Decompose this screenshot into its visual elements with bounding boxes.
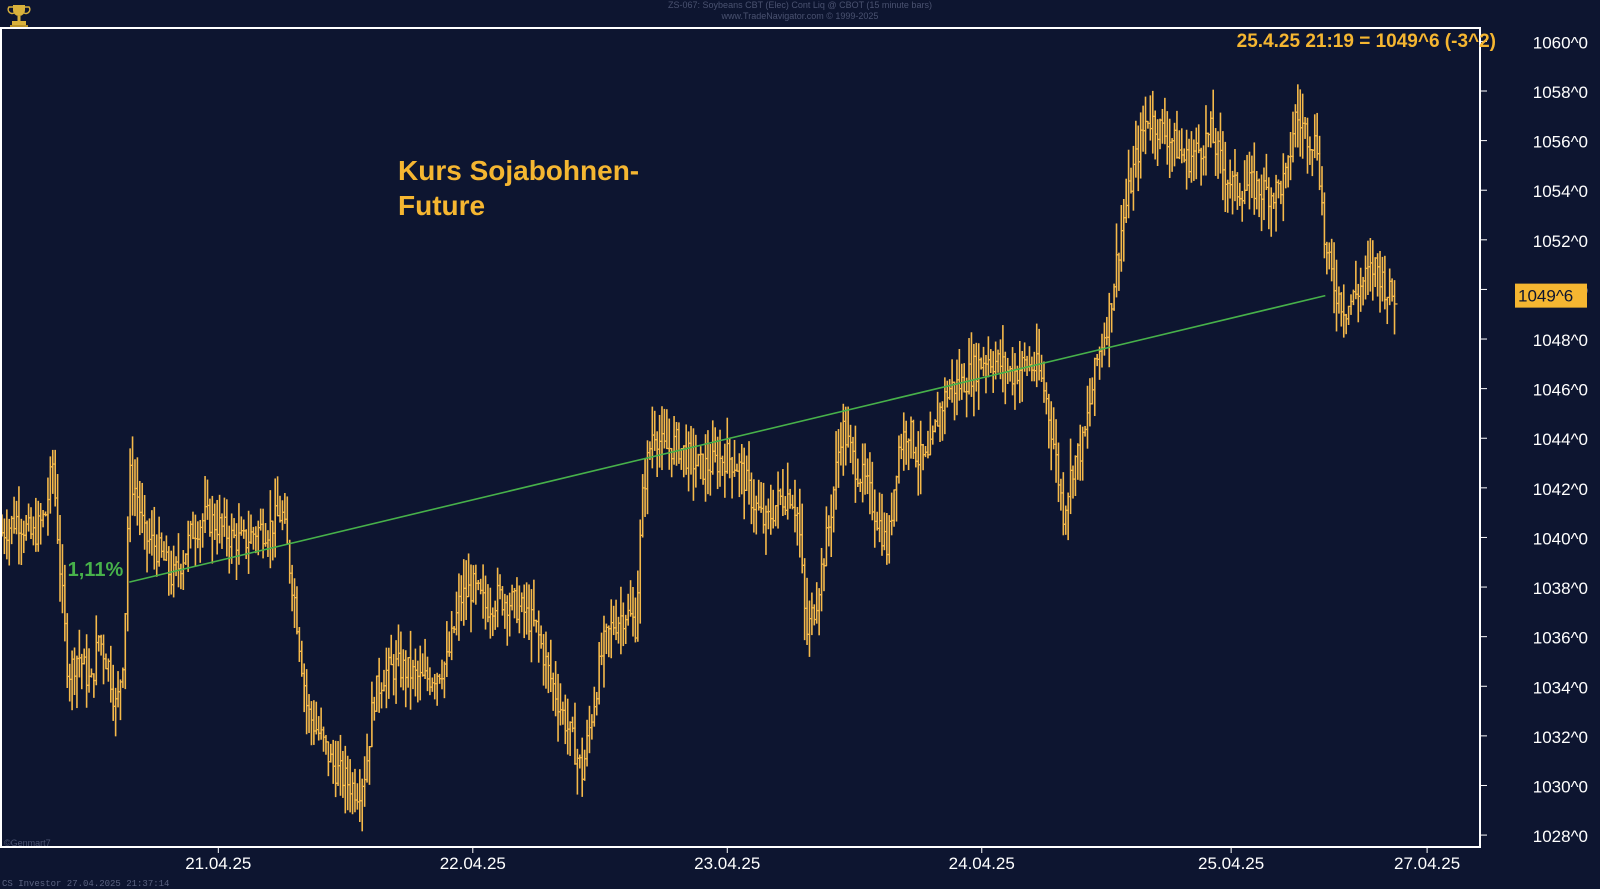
chart-title-line-1: Kurs Sojabohnen- [398, 155, 639, 186]
y-tick-label: 1056^0 [1533, 133, 1588, 152]
y-tick-label: 1058^0 [1533, 83, 1588, 102]
plot-frame [0, 27, 1481, 848]
ohlc-bar [1391, 280, 1398, 335]
y-tick-label: 1036^0 [1533, 629, 1588, 648]
y-tick-label: 1060^0 [1533, 33, 1588, 52]
x-tick-label: 27.04.25 [1394, 854, 1460, 873]
y-tick-label: 1048^0 [1533, 331, 1588, 350]
trophy-logo-icon [7, 5, 31, 28]
y-tick-label: 1038^0 [1533, 579, 1588, 598]
y-tick-label: 1028^0 [1533, 827, 1588, 846]
x-tick-label: 21.04.25 [185, 854, 251, 873]
x-tick-label: 25.04.25 [1198, 854, 1264, 873]
x-tick-label: 24.04.25 [949, 854, 1015, 873]
last-price-label: 1049^6 [1518, 287, 1573, 306]
y-tick-label: 1046^0 [1533, 381, 1588, 400]
y-tick-label: 1030^0 [1533, 777, 1588, 796]
chart-title-line-2: Future [398, 190, 485, 221]
instrument-title: ZS-067: Soybeans CBT (Elec) Cont Liq @ C… [668, 0, 932, 10]
x-tick-label: 22.04.25 [440, 854, 506, 873]
y-tick-label: 1034^0 [1533, 678, 1588, 697]
source-credit: www.TradeNavigator.com © 1999-2025 [721, 11, 879, 21]
price-readout: 25.4.25 21:19 = 1049^6 (-3^2) [1237, 31, 1496, 52]
chart-header: ZS-067: Soybeans CBT (Elec) Cont Liq @ C… [0, 0, 1600, 30]
footer-timestamp: CS Investor 27.04.2025 21:37:14 [2, 879, 170, 889]
y-tick-label: 1052^0 [1533, 232, 1588, 251]
trend-percent-label: 1,11% [68, 559, 124, 581]
last-price-marker [1515, 283, 1587, 308]
trend-line [129, 294, 1326, 583]
y-tick-label: 1044^0 [1533, 430, 1588, 449]
y-tick-label: 1054^0 [1533, 182, 1588, 201]
y-tick-label: 1040^0 [1533, 529, 1588, 548]
x-tick-label: 23.04.25 [694, 854, 760, 873]
y-tick-label: 1042^0 [1533, 480, 1588, 499]
watermark: ©Genmart7 [4, 838, 51, 848]
y-tick-label: 1032^0 [1533, 728, 1588, 747]
